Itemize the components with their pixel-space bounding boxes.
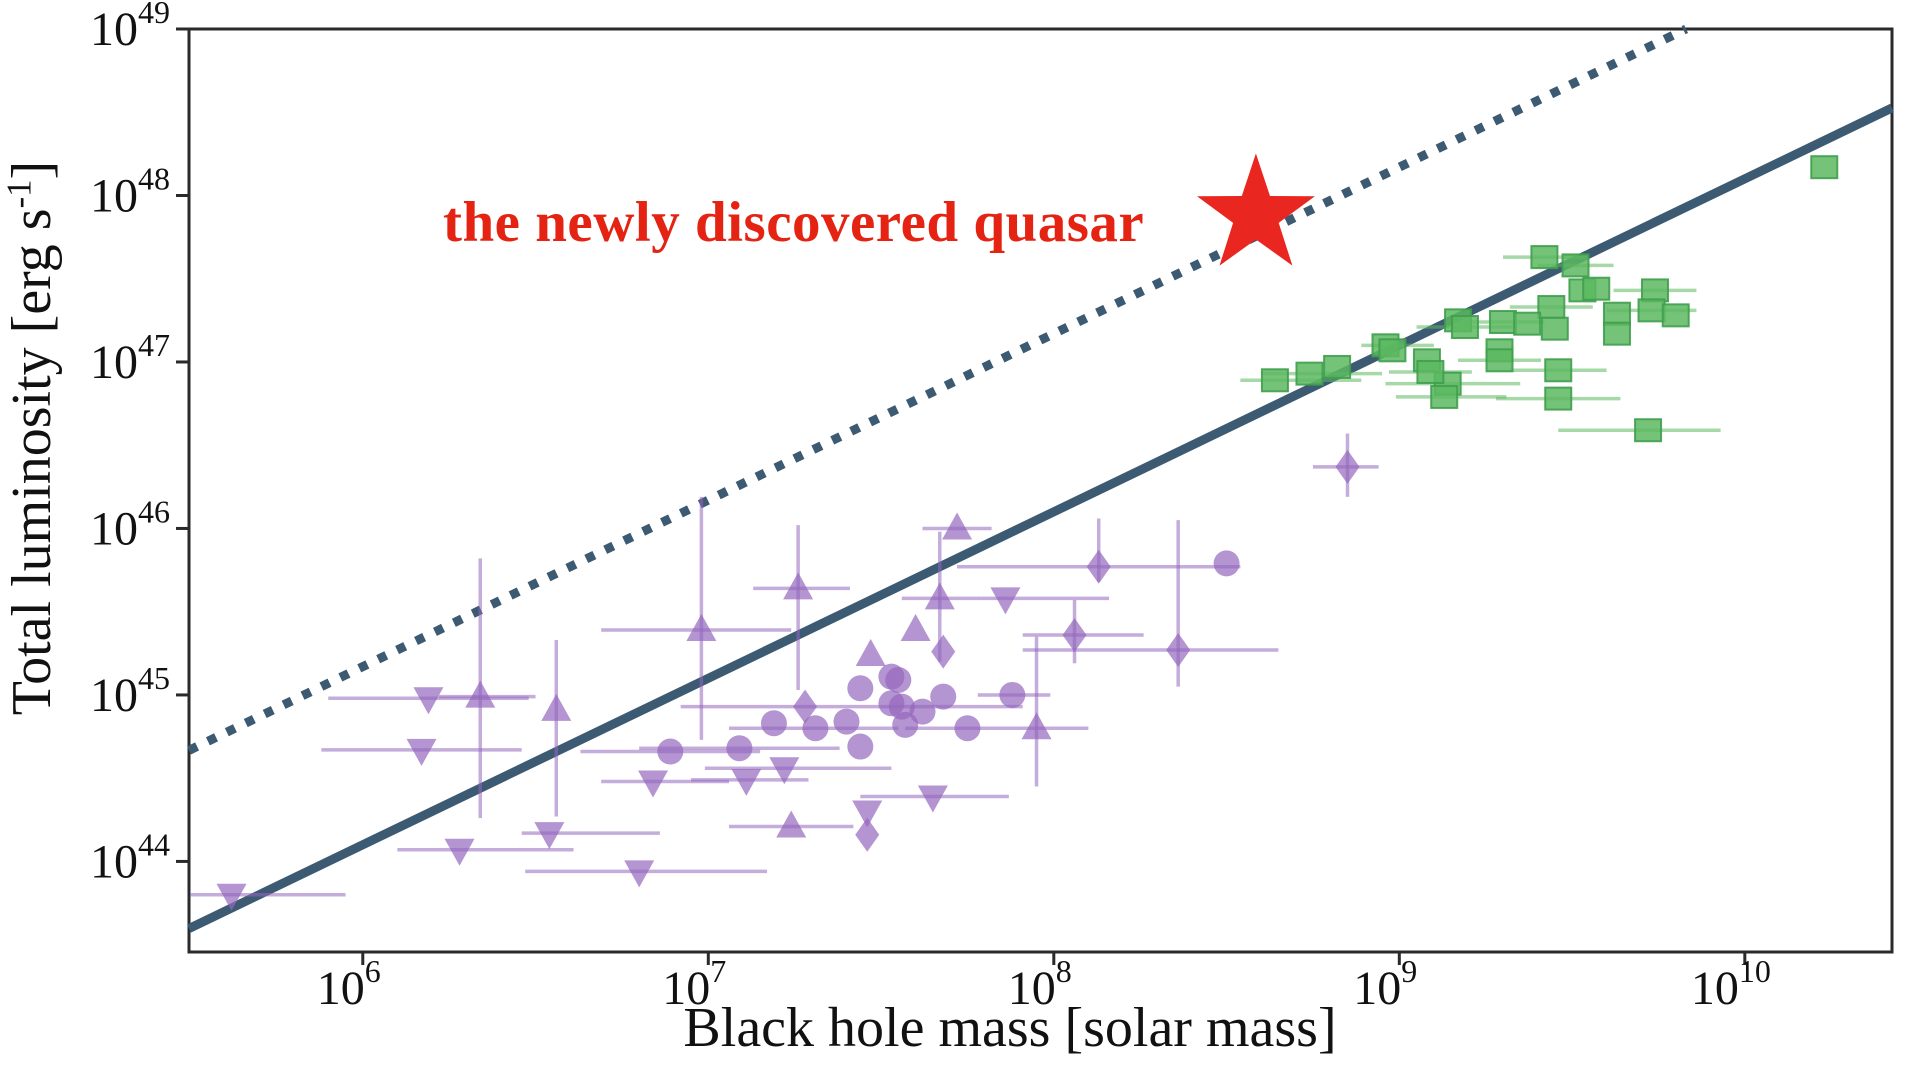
data-point-square (1378, 338, 1407, 363)
data-point-triangle-down (852, 800, 883, 828)
data-point-circle (930, 683, 957, 710)
data-point-triangle-down (638, 770, 669, 798)
data-point-circle (892, 711, 919, 738)
data-point-triangle-down (624, 860, 655, 888)
data-point-square (1640, 278, 1669, 303)
quasar-annotation-text: the newly discovered quasar (443, 191, 1145, 254)
data-point-triangle-up (465, 680, 496, 708)
data-point-diamond (793, 689, 818, 724)
y-tick-label: 1048 (90, 160, 170, 222)
y-tick-label: 1046 (90, 493, 170, 555)
data-point-circle (833, 708, 860, 735)
data-point-square (1450, 315, 1479, 340)
data-point-diamond (855, 817, 880, 852)
data-point-square (1634, 418, 1663, 443)
data-point-square (1513, 311, 1542, 336)
data-point-square (1537, 295, 1566, 320)
data-point-square (1295, 361, 1324, 386)
y-axis-label-close: ] (1, 160, 63, 180)
data-point-square (1530, 245, 1559, 270)
data-point-square (1430, 384, 1459, 409)
upper-dotted-relation-line (187, 24, 1689, 755)
y-axis-label-text: Total luminosity [erg s (1, 208, 63, 716)
data-point-square (1540, 316, 1569, 341)
data-point-triangle-down (444, 838, 475, 866)
data-point-square (1602, 301, 1631, 326)
data-point-triangle-up (942, 512, 973, 540)
data-point-triangle-up (776, 810, 807, 838)
data-point-square (1544, 386, 1573, 411)
data-point-square (1561, 253, 1590, 278)
data-point-triangle-down (769, 757, 800, 785)
data-point-square (1544, 358, 1573, 383)
y-tick-label: 1044 (90, 826, 170, 888)
data-point-circle (847, 733, 874, 760)
y-tick-label: 1049 (90, 0, 170, 56)
data-point-circle (802, 715, 829, 742)
data-point-triangle-up (900, 614, 931, 642)
data-point-triangle-up (924, 582, 955, 610)
data-point-circle (954, 715, 981, 742)
plot-border (187, 27, 1894, 954)
x-axis-label-text: Black hole mass [solar mass] (683, 997, 1337, 1059)
data-point-diamond (1086, 549, 1111, 584)
y-axis-label-sup: -1 (0, 179, 39, 209)
data-point-circle (726, 735, 753, 762)
data-point-triangle-down (534, 822, 565, 850)
data-point-triangle-up (1021, 712, 1052, 740)
data-point-triangle-down (990, 587, 1021, 615)
data-point-triangle-down (216, 883, 247, 911)
newly-discovered-quasar-star (1197, 153, 1315, 266)
data-point-circle (760, 710, 787, 737)
data-point-triangle-down (413, 687, 444, 715)
data-point-square (1260, 368, 1289, 393)
data-point-triangle-up (686, 614, 717, 642)
data-point-diamond (931, 634, 956, 669)
data-point-square (1602, 321, 1631, 346)
x-tick-label: 108 (1008, 953, 1072, 1015)
data-point-circle (847, 675, 874, 702)
x-tick-label: 107 (662, 953, 726, 1015)
data-point-diamond (1166, 632, 1191, 667)
data-point-circle (885, 666, 912, 693)
y-axis-label: Total luminosity [erg s-1] (0, 138, 64, 738)
data-point-circle (999, 681, 1026, 708)
x-tick-label: 109 (1353, 953, 1417, 1015)
data-point-diamond (1062, 618, 1087, 653)
data-point-triangle-up (541, 693, 572, 721)
data-point-triangle-down (731, 768, 762, 796)
data-point-square (1637, 298, 1666, 323)
data-point-square (1810, 155, 1839, 180)
lower-solid-relation-line (187, 103, 1894, 933)
x-axis-label: Black hole mass [solar mass] (0, 996, 1920, 1060)
data-point-triangle-down (406, 738, 437, 766)
data-point-circle (657, 738, 684, 765)
x-tick-label: 1010 (1691, 953, 1771, 1015)
data-point-square (1488, 310, 1517, 335)
data-point-triangle-down (917, 785, 948, 813)
data-point-circle (1213, 550, 1240, 577)
data-point-square (1485, 348, 1514, 373)
x-tick-label: 106 (317, 953, 381, 1015)
data-point-square (1323, 354, 1352, 379)
y-tick-label: 1047 (90, 327, 170, 389)
data-point-triangle-up (783, 572, 814, 600)
data-point-diamond (1335, 449, 1360, 484)
data-point-triangle-up (855, 638, 886, 666)
data-point-square (1661, 303, 1690, 328)
y-tick-label: 1045 (90, 660, 170, 722)
data-point-square (1416, 359, 1445, 384)
data-point-square (1582, 276, 1611, 301)
